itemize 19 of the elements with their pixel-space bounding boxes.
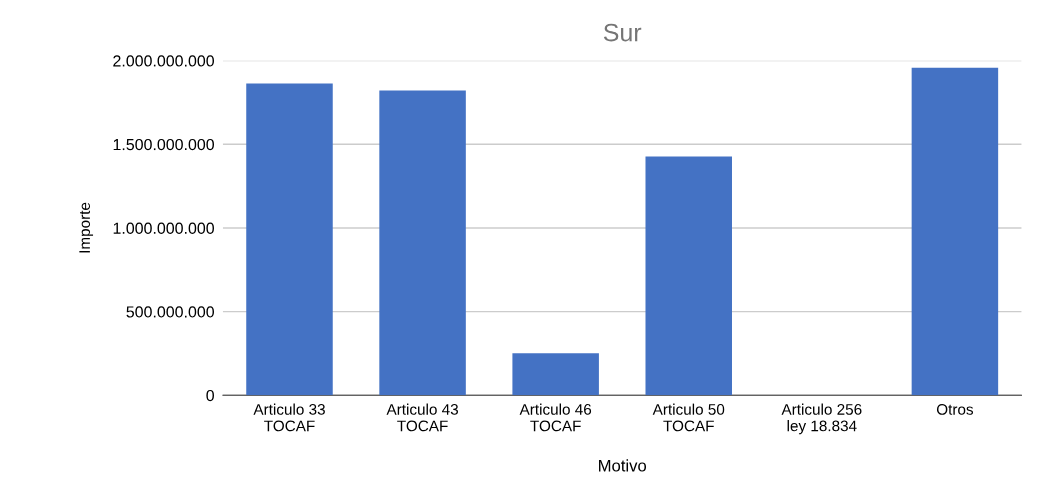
bar xyxy=(379,90,466,396)
x-tick-label: Otros xyxy=(936,404,974,415)
bar xyxy=(911,67,999,396)
y-tick-label: 500.000.000 xyxy=(126,306,215,318)
y-tick-label: 0 xyxy=(206,389,214,402)
y-tick-label: 1.500.000.000 xyxy=(113,138,215,151)
y-tick-label: 1.000.000.000 xyxy=(113,222,215,234)
x-tick-label: Articulo 46 TOCAF xyxy=(519,403,592,432)
y-axis-title: Importe xyxy=(79,202,94,253)
x-axis-title: Motivo xyxy=(599,459,647,472)
bar xyxy=(645,156,732,396)
bar xyxy=(512,353,599,396)
x-tick-label: Articulo 50 TOCAF xyxy=(652,403,725,432)
x-tick-label: Articulo 256 ley 18.834 xyxy=(781,403,862,435)
x-tick-label: Articulo 33 TOCAF xyxy=(253,403,325,432)
x-tick-label: Articulo 43 TOCAF xyxy=(386,403,458,432)
bar xyxy=(246,83,333,396)
y-tick-label: 2.000.000.000 xyxy=(113,55,215,67)
chart-title: Sur xyxy=(603,23,642,42)
